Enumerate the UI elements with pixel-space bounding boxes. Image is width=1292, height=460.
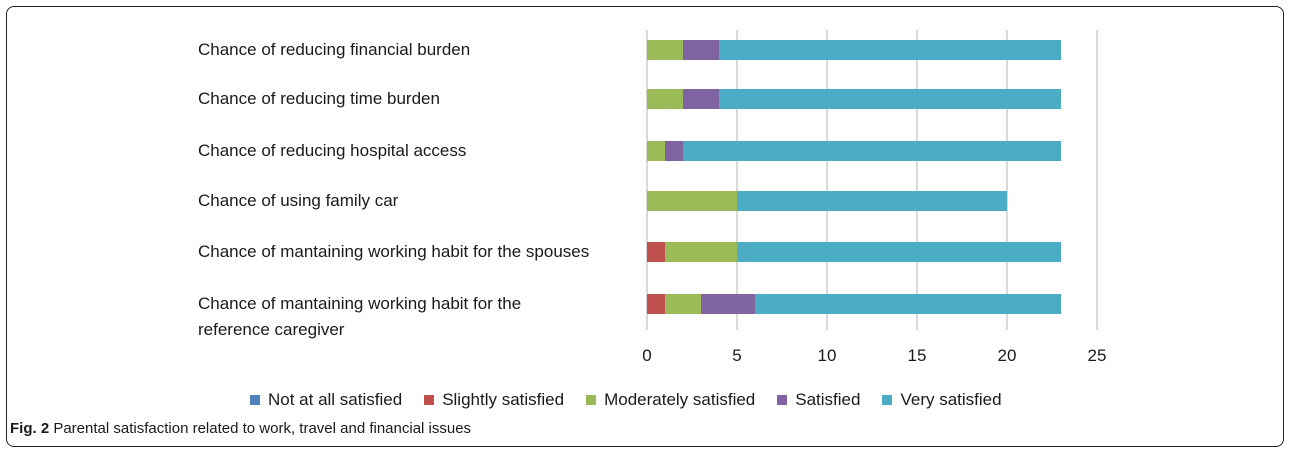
legend-label: Moderately satisfied xyxy=(604,390,756,409)
bar-4-slightly-satisfied xyxy=(647,242,665,262)
bar-0-satisfied xyxy=(683,40,719,60)
legend-label: Very satisfied xyxy=(900,390,1002,409)
bar-0-very-satisfied xyxy=(719,40,1061,60)
legend-label: Not at all satisfied xyxy=(268,390,403,409)
bar-2-very-satisfied xyxy=(683,141,1061,161)
category-label: Chance of mantaining working habit for t… xyxy=(198,294,522,313)
category-label: Chance of reducing financial burden xyxy=(198,40,471,59)
legend-swatch xyxy=(777,395,788,405)
caption-label: Fig. 2 xyxy=(10,420,50,437)
legend-swatch xyxy=(586,395,597,405)
legend-item: Moderately satisfied xyxy=(586,390,755,410)
bar-3-very-satisfied xyxy=(737,191,1007,211)
bar-1-satisfied xyxy=(683,89,719,109)
legend: Not at all satisfied Slightly satisfied Mo… xyxy=(250,390,1024,410)
legend-item: Very satisfied xyxy=(882,390,1002,410)
figure-caption: Fig. 2 Parental satisfaction related to … xyxy=(10,420,471,437)
legend-label: Satisfied xyxy=(795,390,861,409)
figure-frame xyxy=(6,6,1284,447)
category-label: Chance of mantaining working habit for t… xyxy=(198,242,590,261)
x-tick-label: 5 xyxy=(732,346,741,365)
bar-2-moderately-satisfied xyxy=(647,141,665,161)
bar-4-very-satisfied xyxy=(737,242,1061,262)
legend-item: Not at all satisfied xyxy=(250,390,402,410)
category-label: reference caregiver xyxy=(198,320,345,339)
bar-5-very-satisfied xyxy=(755,294,1061,314)
bar-3-moderately-satisfied xyxy=(647,191,737,211)
category-label: Chance of reducing time burden xyxy=(198,89,440,108)
legend-item: Satisfied xyxy=(777,390,860,410)
bar-5-slightly-satisfied xyxy=(647,294,665,314)
bar-5-moderately-satisfied xyxy=(665,294,701,314)
caption-text: Parental satisfaction related to work, t… xyxy=(49,420,472,437)
bar-5-satisfied xyxy=(701,294,755,314)
x-tick-label: 15 xyxy=(908,346,927,365)
bar-0-moderately-satisfied xyxy=(647,40,683,60)
legend-item: Slightly satisfied xyxy=(424,390,564,410)
category-label: Chance of using family car xyxy=(198,191,399,210)
x-tick-label: 25 xyxy=(1088,346,1107,365)
x-tick-label: 0 xyxy=(642,346,651,365)
legend-swatch xyxy=(424,395,435,405)
bar-2-satisfied xyxy=(665,141,683,161)
x-tick-label: 10 xyxy=(818,346,837,365)
bar-1-moderately-satisfied xyxy=(647,89,683,109)
legend-label: Slightly satisfied xyxy=(442,390,565,409)
legend-swatch xyxy=(882,395,893,405)
bar-1-very-satisfied xyxy=(719,89,1061,109)
bar-4-moderately-satisfied xyxy=(665,242,737,262)
legend-swatch xyxy=(250,395,260,405)
category-label: Chance of reducing hospital access xyxy=(198,141,467,160)
x-tick-label: 20 xyxy=(998,346,1017,365)
